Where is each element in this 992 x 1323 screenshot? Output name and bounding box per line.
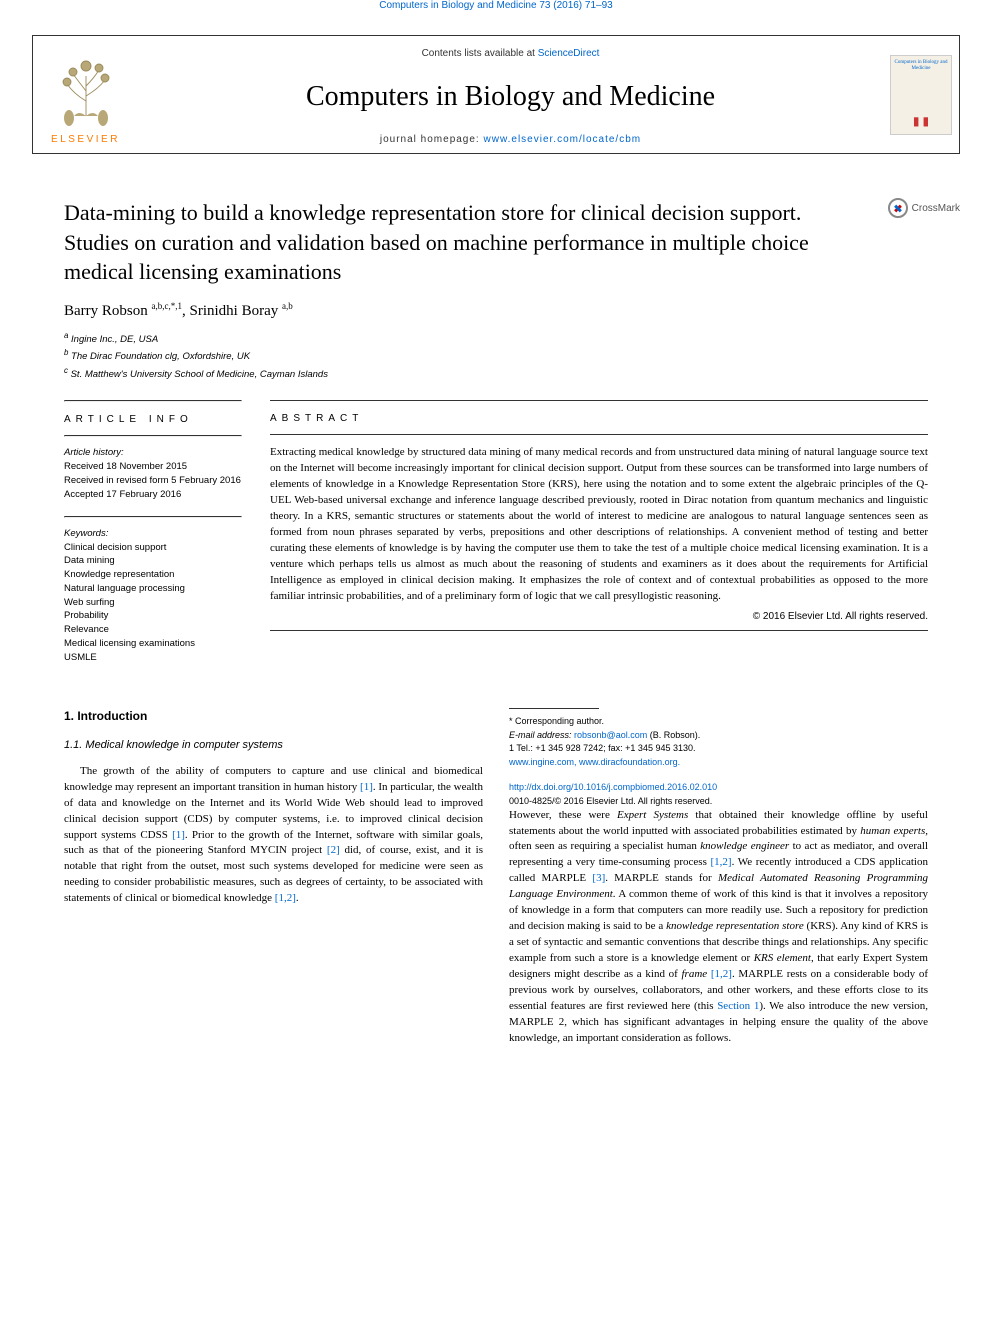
elsevier-tree-icon [46,44,126,132]
history-revised: Received in revised form 5 February 2016 [64,474,242,488]
publisher-logo: ELSEVIER [33,36,138,153]
author-urls[interactable]: www.ingine.com, www.diracfoundation.org. [509,757,680,767]
keyword: Data mining [64,554,242,568]
journal-homepage-line: journal homepage: www.elsevier.com/locat… [380,134,641,145]
crossmark-badge[interactable]: CrossMark [888,198,960,218]
article-title: Data-mining to build a knowledge represe… [64,198,928,287]
cover-image: Computers in Biology and Medicine ▮ ▮ [890,55,952,135]
journal-cover-thumb: Computers in Biology and Medicine ▮ ▮ [883,36,959,153]
journal-citation: Computers in Biology and Medicine 73 (20… [0,0,992,11]
crossmark-label: CrossMark [912,203,960,214]
keyword: USMLE [64,651,242,665]
doi-link[interactable]: http://dx.doi.org/10.1016/j.compbiomed.2… [509,782,717,792]
affiliation: b The Dirac Foundation clg, Oxfordshire,… [64,347,928,364]
affiliation: c St. Matthew's University School of Med… [64,365,928,382]
contents-prefix: Contents lists available at [422,48,538,59]
history-label: Article history: [64,447,242,458]
email-label: E-mail address: [509,730,574,740]
keyword: Probability [64,609,242,623]
journal-name: Computers in Biology and Medicine [306,81,715,113]
abstract-column: ABSTRACT Extracting medical knowledge by… [270,400,928,678]
author-tel: 1 Tel.: +1 345 928 7242; fax: +1 345 945… [509,742,928,756]
abstract-copyright: © 2016 Elsevier Ltd. All rights reserved… [270,611,928,622]
body-paragraph: However, these were Expert Systems that … [509,808,928,1047]
sciencedirect-link[interactable]: ScienceDirect [538,48,600,59]
homepage-prefix: journal homepage: [380,134,484,145]
body-paragraph: The growth of the ability of computers t… [64,764,483,907]
cover-title: Computers in Biology and Medicine [893,60,949,73]
history-received: Received 18 November 2015 [64,460,242,474]
issn-copyright: 0010-4825/© 2016 Elsevier Ltd. All right… [509,796,712,806]
keywords-label: Keywords: [64,528,242,539]
abstract-text: Extracting medical knowledge by structur… [270,445,928,604]
keyword: Web surfing [64,596,242,610]
author-email[interactable]: robsonb@aol.com [574,730,647,740]
publisher-name: ELSEVIER [51,134,120,145]
affiliation: a Ingine Inc., DE, USA [64,330,928,347]
email-suffix: (B. Robson). [647,730,700,740]
history-accepted: Accepted 17 February 2016 [64,488,242,502]
keyword: Medical licensing examinations [64,637,242,651]
keyword: Relevance [64,623,242,637]
keyword: Knowledge representation [64,568,242,582]
section-heading: 1. Introduction [64,708,483,725]
homepage-url[interactable]: www.elsevier.com/locate/cbm [484,134,642,145]
corresponding-author-footer: * Corresponding author. E-mail address: … [509,708,928,807]
subsection-heading: 1.1. Medical knowledge in computer syste… [64,738,483,754]
abstract-heading: ABSTRACT [270,413,928,424]
authors-line: Barry Robson a,b,c,*,1, Srinidhi Boray a… [64,301,928,320]
cover-bars-icon: ▮ ▮ [913,114,929,130]
article-info-column: ARTICLE INFO Article history: Received 1… [64,400,242,678]
keyword: Natural language processing [64,582,242,596]
body-text: 1. Introduction 1.1. Medical knowledge i… [64,708,928,1046]
article-info-heading: ARTICLE INFO [64,414,242,425]
corresponding-label: * Corresponding author. [509,715,928,729]
keyword: Clinical decision support [64,541,242,555]
contents-list-line: Contents lists available at ScienceDirec… [422,48,600,59]
header-center: Contents lists available at ScienceDirec… [138,36,883,153]
affiliations: a Ingine Inc., DE, USA b The Dirac Found… [64,330,928,382]
crossmark-icon [888,198,908,218]
journal-header: ELSEVIER Contents lists available at Sci… [32,35,960,154]
